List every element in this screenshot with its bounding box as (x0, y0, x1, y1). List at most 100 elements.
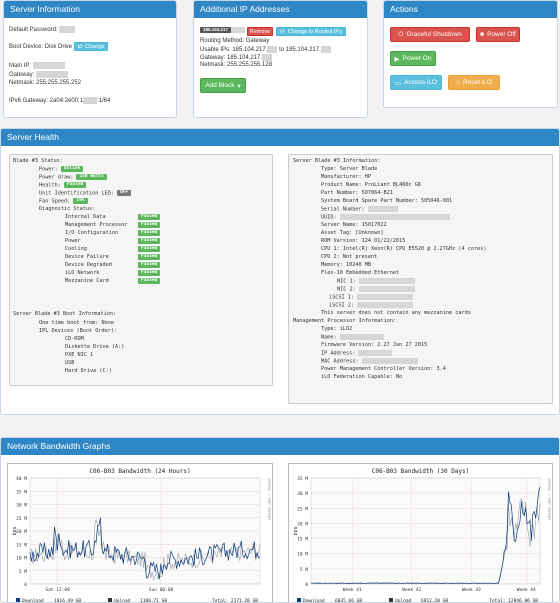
diagnostic-status-label: Diagnostic Status: (39, 206, 96, 212)
x-tick-label: Week 44 (517, 587, 536, 593)
redacted-serial (367, 206, 398, 212)
firmware-line: Firmware Version: 2.27 Jan 27 2015 (321, 342, 428, 348)
monitor-icon: ▭ (394, 79, 402, 87)
federation-line: iLO Federation Capable: No (321, 374, 403, 380)
redacted-ipv6 (83, 97, 98, 104)
boot-device-label: Boot Device: Disk Drive (9, 44, 73, 50)
stop-icon: ■ (480, 31, 485, 38)
diagnostic-status-badge: Passed (138, 222, 161, 228)
redacted-ip (358, 350, 393, 356)
y-tick-label: 35 M (297, 476, 308, 482)
change-boot-device-button[interactable]: ⇄ Change (74, 42, 108, 51)
add-block-button[interactable]: Add Block ▾ (200, 78, 246, 93)
panel-title: Actions (384, 1, 557, 18)
x-tick-label: Week 41 (343, 587, 362, 593)
upload-legend-swatch (389, 598, 393, 602)
nic2-label: NIC 2: (337, 286, 356, 293)
power-on-button[interactable]: ▶ Power On (390, 51, 436, 66)
graceful-shutdown-button[interactable]: ⏻ Graceful Shutdown (390, 27, 470, 42)
y-tick-label: 20 M (16, 529, 27, 535)
power-off-button[interactable]: ■ Power Off (476, 27, 520, 42)
routing-method: Routing Method: Gateway (200, 38, 270, 44)
redacted-ip-tag (231, 27, 246, 33)
ip-address-label: IP Address: (321, 350, 356, 357)
ipl-device: CD-ROM (65, 336, 84, 342)
refresh-icon: ⟳ (280, 28, 285, 35)
ipl-device: Hard Drive (C:) (65, 368, 112, 374)
graph-30d: C06-B03 Bandwidth (30 Days) 35 M 30 M 25 M 2… (288, 463, 553, 603)
graph-24h: C06-B03 Bandwidth (24 Hours) 40 M 35 M 30 M… (7, 463, 273, 603)
redacted-mac (361, 358, 418, 364)
iscsi2-label: iSCSI 2: (329, 302, 354, 309)
part-number-line: Part Number: 507864-B21 (321, 190, 393, 196)
redacted-usable-start (267, 46, 278, 53)
access-ilo-button[interactable]: ▭ Access iLO (390, 75, 442, 90)
y-tick-label: 0 (24, 582, 27, 588)
flex10-line: Flex-10 Embedded Ethernet (321, 270, 400, 276)
panel-title: Server Health (1, 129, 559, 146)
mp-name-label: Name: (321, 334, 337, 341)
upload-legend-label: Upload (114, 598, 131, 603)
diagnostic-name: Device Failure (65, 254, 109, 260)
redacted-main-ip (32, 62, 65, 69)
iscsi1-label: iSCSI 1: (329, 294, 354, 301)
diagnostic-name: Power (65, 238, 81, 244)
diagnostic-name: Management Processor (65, 222, 128, 228)
x-tick-label: Sat 12:00 (45, 587, 70, 593)
info-header: Server Blade #3 Information: (293, 158, 381, 164)
product-name-line: Product Name: ProLiant BL460c G6 (321, 182, 421, 188)
diagnostic-status-badge: Passed (138, 262, 161, 268)
upload-total: 6812.20 GB (421, 598, 448, 603)
diagnostic-status-badge: Passed (138, 238, 161, 244)
cpu2-line: CPU 2: Not present (321, 254, 378, 260)
diagnostic-name: I/O Configuration (65, 230, 119, 236)
diagnostic-name: iLO Network (65, 270, 100, 276)
change-to-routed-ips-button[interactable]: ⟳ Change to Routed IPs (276, 27, 346, 36)
y-axis-label: bps (293, 526, 299, 535)
ipl-device: Diskette Drive (A:) (65, 344, 125, 350)
type-line: Type: Server Blade (321, 166, 378, 172)
diagnostic-status-badge: Passed (138, 230, 161, 236)
panel-title: Server Information (4, 1, 176, 18)
gateway-label: Gateway: (9, 72, 35, 79)
x-tick-label: Sun 00:00 (149, 587, 174, 593)
upload-series-line (29, 519, 261, 581)
blade-status-block: Blade #3 Status: Power: Online Power dra… (9, 154, 273, 386)
diagnostic-status-badge: Passed (138, 214, 161, 220)
bandwidth-graph-24h: C06-B03 Bandwidth (24 Hours) 40 M 35 M 30 M… (8, 464, 272, 603)
diagnostic-name: Cooling (65, 246, 87, 252)
redacted-nic1 (358, 278, 415, 284)
reset-icon: ⌂ (456, 79, 461, 86)
mac-address-label: MAC Address: (321, 358, 359, 365)
uid-led-badge: OFF (117, 190, 132, 196)
bandwidth-graph-30d: C06-B03 Bandwidth (30 Days) 35 M 30 M 25 M 2… (289, 464, 552, 603)
netmask-line: Netmask: 255.255.255.252 (9, 80, 82, 86)
panel-title: Additional IP Addresses (194, 1, 367, 18)
remove-ip-button[interactable]: Remove (247, 27, 273, 36)
y-tick-label: 30 M (297, 491, 308, 497)
diagnostic-name: Mezzanine Card (65, 278, 109, 284)
y-tick-label: 10 M (297, 552, 308, 558)
reset-ilo-button[interactable]: ⌂ Reset iLO (448, 75, 500, 90)
y-tick-label: 0 (305, 582, 308, 588)
download-series-line (29, 517, 261, 580)
default-password-label: Default Password: (9, 27, 58, 34)
rrdtool-credit: RRDTOOL / TOBI OETIKER (547, 478, 551, 520)
spare-part-line: System Board Spare Part Number: 505046-0… (321, 198, 453, 204)
y-tick-label: 25 M (297, 506, 308, 512)
y-tick-label: 10 M (16, 556, 27, 562)
one-time-boot: One time boot from: None (39, 320, 114, 326)
shuffle-icon: ⇄ (77, 43, 83, 50)
health-badge: Passed (64, 182, 87, 188)
power-icon: ⏻ (398, 30, 404, 38)
ipv6-gateway-label: IPv6 Gateway: 2a04:2e00:1 (9, 98, 84, 105)
actions-panel: Actions ⏻ Graceful Shutdown ■ Power Off … (383, 0, 558, 108)
caret-down-icon: ▾ (237, 82, 241, 90)
ipl-device: PXE NIC 1 (65, 352, 94, 358)
additional-netmask: Netmask: 255.255.255.128 (200, 62, 273, 68)
y-tick-label: 20 M (297, 521, 308, 527)
ipl-device: USB (65, 360, 75, 366)
ip-block-tag: 185.104.217 (200, 27, 232, 33)
redacted-usable-end (320, 46, 331, 53)
download-total: 6035.66 GB (335, 598, 362, 603)
